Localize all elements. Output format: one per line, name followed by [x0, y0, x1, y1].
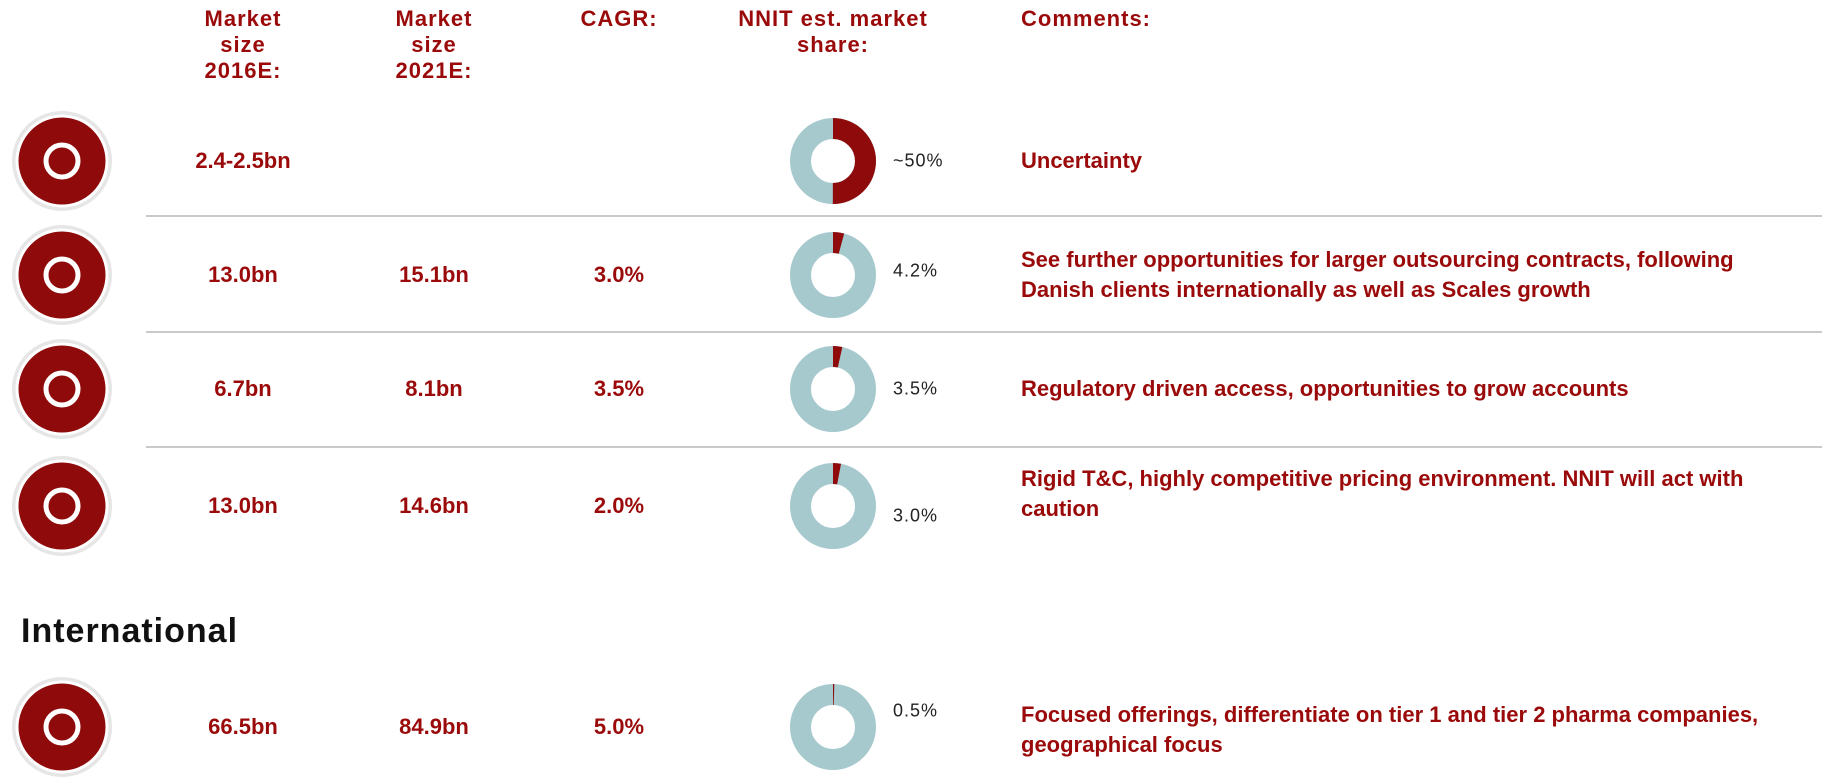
separator	[146, 446, 1822, 448]
donut	[790, 346, 876, 432]
donut-share	[790, 346, 876, 432]
cell-value: 3.5%	[593, 376, 645, 401]
share-label: 3.5%	[893, 378, 939, 399]
cell-value: 13.0bn	[208, 493, 278, 518]
icon-glyph	[43, 487, 81, 525]
row-icon	[12, 677, 112, 777]
separator	[146, 215, 1822, 217]
column-header: Market size 2016E:	[204, 6, 282, 83]
donut-share	[790, 684, 876, 770]
icon-glyph	[43, 256, 81, 294]
cell-value: 6.7bn	[214, 376, 272, 401]
row-icon	[12, 225, 112, 325]
cell-value: 15.1bn	[399, 262, 469, 287]
cell-value: 13.0bn	[208, 262, 278, 287]
cell-value: 2.4-2.5bn	[195, 148, 291, 173]
cell-value: 84.9bn	[399, 714, 469, 739]
icon-glyph	[43, 370, 81, 408]
comment: Focused offerings, differentiate on tier…	[1021, 702, 1759, 757]
icon-disc	[15, 114, 109, 208]
donut	[790, 232, 876, 318]
share-label: ~50%	[893, 150, 944, 171]
column-header: NNIT est. market share:	[738, 6, 928, 57]
column-header: Comments:	[1021, 6, 1152, 31]
icon-disc	[15, 459, 109, 553]
donut	[790, 463, 876, 549]
column-header: Market size 2021E:	[395, 6, 473, 83]
column-header: CAGR:	[580, 6, 658, 31]
icon-glyph	[43, 708, 81, 746]
cell-value: 66.5bn	[208, 714, 278, 739]
cell-value: 14.6bn	[399, 493, 469, 518]
row-icon	[12, 456, 112, 556]
donut-share	[790, 232, 876, 318]
share-label: 3.0%	[893, 505, 939, 526]
cell-value: 3.0%	[593, 262, 645, 287]
section-title: International	[21, 612, 239, 650]
icon-glyph	[43, 142, 81, 180]
comment: See further opportunities for larger out…	[1021, 247, 1734, 302]
icon-disc	[15, 228, 109, 322]
share-label: 4.2%	[893, 260, 939, 281]
cell-value: 8.1bn	[405, 376, 463, 401]
separator	[146, 331, 1822, 333]
comment: Rigid T&C, highly competitive pricing en…	[1021, 466, 1744, 521]
row-icon	[12, 339, 112, 439]
donut	[790, 684, 876, 770]
icon-disc	[15, 342, 109, 436]
donut-share	[790, 118, 876, 204]
comment: Uncertainty	[1021, 148, 1143, 173]
cell-value: 2.0%	[593, 493, 645, 518]
cell-value: 5.0%	[593, 714, 645, 739]
icon-disc	[15, 680, 109, 774]
donut-share	[790, 463, 876, 549]
comment: Regulatory driven access, opportunities …	[1021, 376, 1629, 401]
share-label: 0.5%	[893, 700, 939, 721]
donut	[790, 118, 876, 204]
row-icon	[12, 111, 112, 211]
